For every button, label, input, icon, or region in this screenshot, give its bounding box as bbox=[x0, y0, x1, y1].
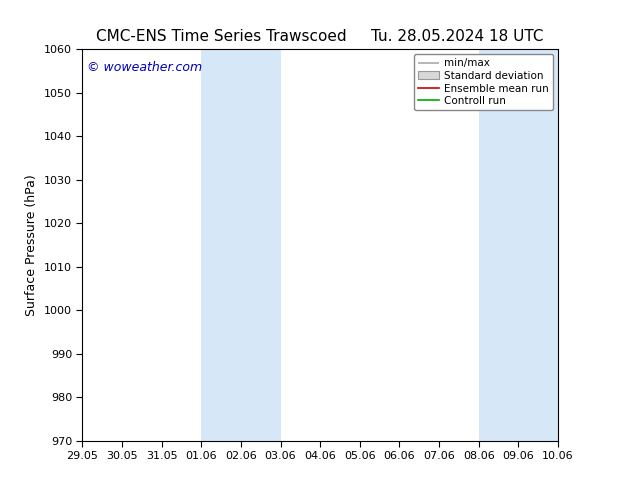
Legend: min/max, Standard deviation, Ensemble mean run, Controll run: min/max, Standard deviation, Ensemble me… bbox=[413, 54, 553, 110]
Y-axis label: Surface Pressure (hPa): Surface Pressure (hPa) bbox=[25, 174, 38, 316]
Bar bbox=[479, 49, 558, 441]
Text: © woweather.com: © woweather.com bbox=[87, 61, 202, 74]
Title: CMC-ENS Time Series Trawscoed     Tu. 28.05.2024 18 UTC: CMC-ENS Time Series Trawscoed Tu. 28.05.… bbox=[96, 29, 544, 44]
Bar bbox=[201, 49, 280, 441]
